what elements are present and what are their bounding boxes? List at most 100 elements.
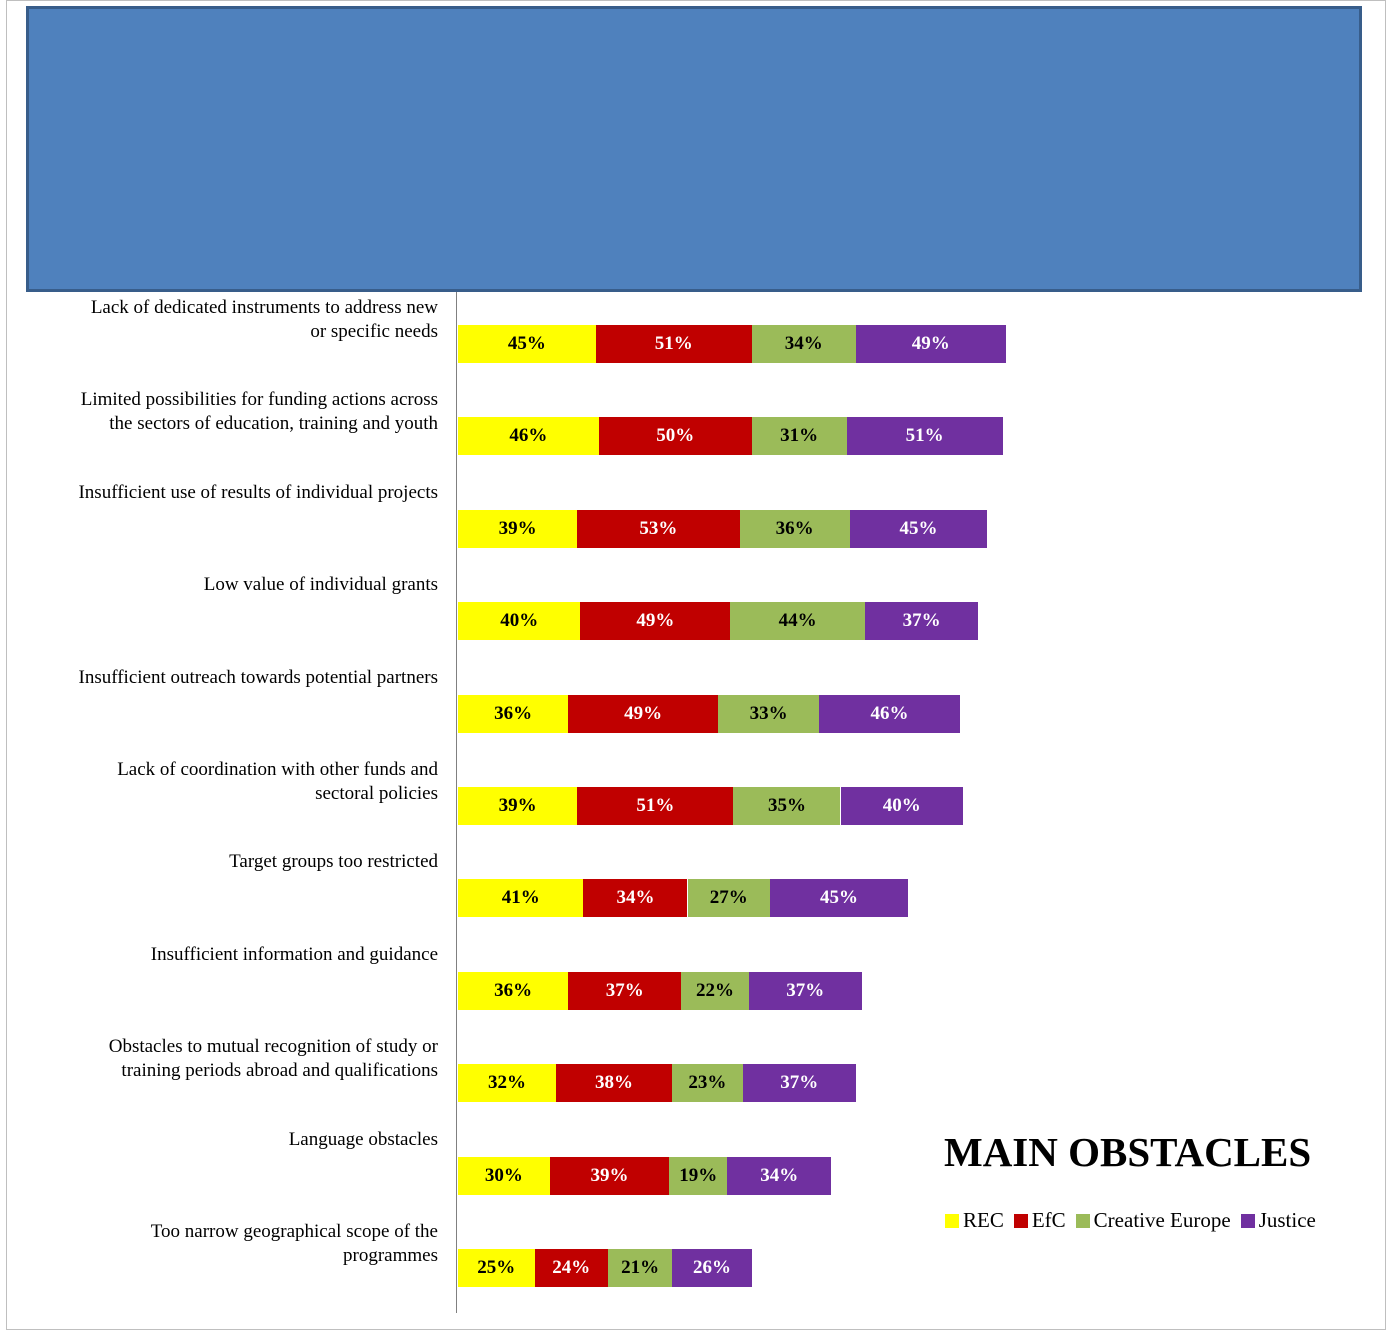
data-label: 34% [760,1165,799,1186]
data-label: 39% [498,795,537,816]
data-label: 51% [636,795,675,816]
data-label: 50% [656,425,695,446]
legend-item: Justice [1240,1208,1316,1233]
bar-segment-efc: 39% [549,1157,670,1195]
category-label-line: Insufficient information and guidance [150,944,438,965]
bar-segment-rec: 45% [458,325,596,363]
bar-segment-rec: 41% [458,879,584,917]
bar-segment-efc: 51% [595,325,752,363]
data-label: 24% [552,1257,591,1278]
data-label: 34% [784,333,823,354]
category-label-line: sectoral policies [315,783,438,804]
category-label: Insufficient information and guidance [8,943,438,967]
data-label: 40% [882,795,921,816]
data-label: 49% [911,333,950,354]
data-label: 46% [870,703,909,724]
data-label: 40% [500,610,539,631]
data-label: 35% [767,795,806,816]
bar-segment-creative-europe: 21% [607,1249,673,1287]
chart-frame [6,0,1386,1330]
bar-segment-justice: 37% [748,972,862,1010]
bar-segment-rec: 39% [458,787,578,825]
data-label: 31% [780,425,819,446]
legend-swatch [1240,1213,1255,1228]
bar-segment-rec: 36% [458,695,569,733]
legend-swatch [945,1213,959,1228]
category-label-line: Insufficient outreach towards potential … [78,667,438,688]
chart-title: MAIN OBSTACLES [944,1129,1312,1175]
bar-segment-creative-europe: 34% [751,325,856,363]
category-label: Low value of individual grants [8,573,438,597]
bar-segment-creative-europe: 23% [672,1064,743,1102]
bar-segment-efc: 53% [577,510,740,548]
data-label: 37% [786,980,825,1001]
bar-segment-efc: 51% [577,787,734,825]
data-label: 38% [595,1072,634,1093]
bar-segment-efc: 34% [583,879,688,917]
data-label: 30% [484,1165,523,1186]
bar-segment-rec: 30% [458,1157,550,1195]
bar-segment-rec: 32% [458,1064,556,1102]
data-label: 45% [899,518,938,539]
data-label: 49% [624,703,663,724]
bar-segment-efc: 49% [568,695,719,733]
category-label-line: Language obstacles [288,1129,438,1150]
bar-segment-efc: 37% [568,972,682,1010]
category-label-line: Low value of individual grants [203,574,438,595]
data-label: 27% [709,887,748,908]
category-label-line: programmes [343,1245,438,1266]
bar-segment-creative-europe: 19% [669,1157,728,1195]
data-label: 33% [749,703,788,724]
legend-label: Creative Europe [1093,1208,1231,1232]
category-label: Language obstacles [8,1128,438,1152]
category-label-line: Limited possibilities for funding action… [80,389,438,410]
bar-segment-creative-europe: 27% [687,879,771,917]
category-label: Limited possibilities for funding action… [8,388,438,436]
bar-segment-efc: 24% [534,1249,608,1287]
bar-segment-creative-europe: 31% [751,417,847,455]
bar-segment-justice: 49% [855,325,1006,363]
legend: REC EfC Creative Europe Justice [945,1208,1316,1233]
category-label: Lack of dedicated instruments to address… [8,296,438,344]
data-label: 45% [507,333,546,354]
category-label: Lack of coordination with other funds an… [8,758,438,806]
bar-segment-rec: 46% [458,417,599,455]
data-label: 46% [509,425,548,446]
data-label: 23% [688,1072,727,1093]
category-label-line: the sectors of education, training and y… [109,413,438,434]
bar-segment-creative-europe: 22% [681,972,749,1010]
category-label-line: training periods abroad and qualificatio… [121,1060,438,1081]
data-label: 37% [902,610,941,631]
category-label-line: Lack of dedicated instruments to address… [90,297,438,318]
bar-segment-justice: 46% [819,695,960,733]
category-label-line: Obstacles to mutual recognition of study… [108,1036,438,1057]
bar-segment-justice: 45% [849,510,988,548]
data-label: 26% [692,1257,731,1278]
bar-segment-justice: 37% [742,1064,856,1102]
legend-swatch [1013,1213,1028,1228]
data-label: 36% [775,518,814,539]
header-banner [26,6,1362,292]
legend-item: Creative Europe [1075,1208,1231,1233]
bar-segment-justice: 40% [840,787,963,825]
data-label: 37% [780,1072,819,1093]
data-label: 51% [905,425,944,446]
data-label: 39% [498,518,537,539]
bar-segment-rec: 25% [458,1249,535,1287]
category-label: Too narrow geographical scope of the prog… [8,1220,438,1268]
data-label: 34% [616,887,655,908]
category-label-line: Insufficient use of results of individua… [78,482,438,503]
bar-segment-justice: 51% [846,417,1003,455]
bar-segment-rec: 36% [458,972,569,1010]
bar-segment-justice: 45% [770,879,908,917]
data-label: 19% [679,1165,718,1186]
category-label-line: Too narrow geographical scope of the [150,1221,438,1242]
data-label: 39% [590,1165,629,1186]
category-label-line: Lack of coordination with other funds an… [117,759,438,780]
data-label: 36% [494,703,533,724]
data-label: 45% [819,887,858,908]
bar-segment-creative-europe: 36% [739,510,850,548]
category-label: Target groups too restricted [8,850,438,874]
bar-segment-efc: 50% [598,417,752,455]
data-label: 41% [501,887,540,908]
